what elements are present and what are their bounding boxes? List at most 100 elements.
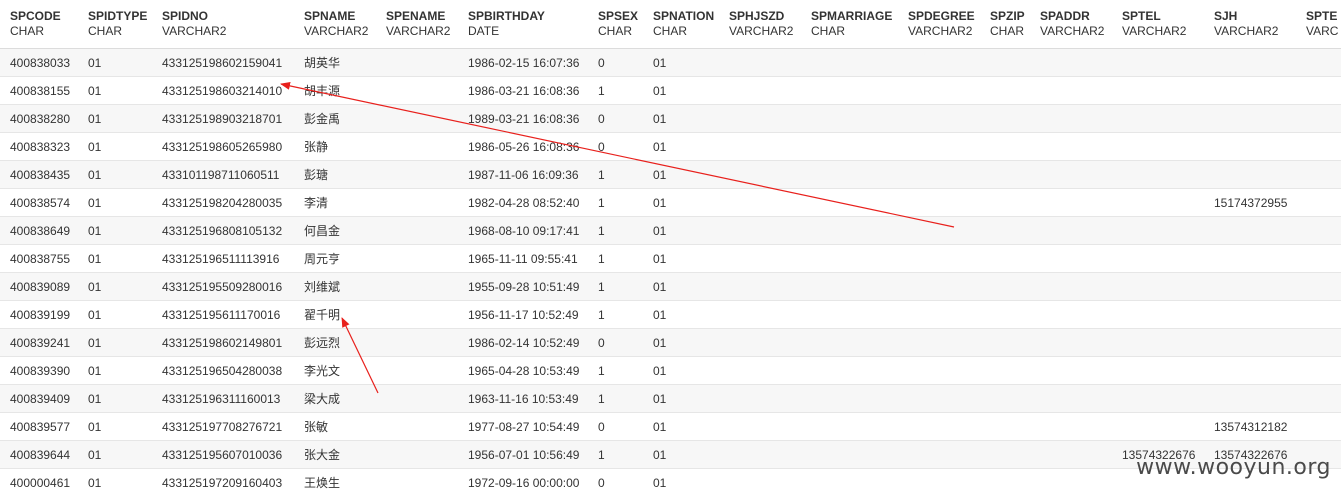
- cell-spbirthday[interactable]: 1963-11-16 10:53:49: [458, 384, 588, 413]
- cell-sptel[interactable]: [1112, 356, 1204, 385]
- cell-spname[interactable]: 李光文: [294, 356, 376, 385]
- cell-spidtype[interactable]: 01: [78, 468, 152, 496]
- cell-spname[interactable]: 胡丰源: [294, 76, 376, 105]
- cell-spbirthday[interactable]: 1986-02-15 16:07:36: [458, 48, 588, 77]
- cell-spnation[interactable]: 01: [643, 160, 719, 189]
- cell-sptel[interactable]: [1112, 244, 1204, 273]
- column-header-spaddr[interactable]: SPADDR VARCHAR2: [1030, 0, 1112, 49]
- cell-sphjszd[interactable]: [719, 468, 801, 496]
- table-row[interactable]: 400838755 01 433125196511113916 周元亨 1965-11-…: [0, 244, 1341, 273]
- cell-spsex[interactable]: 1: [588, 300, 643, 329]
- column-header-spbirthday[interactable]: SPBIRTHDAY DATE: [458, 0, 588, 49]
- cell-spidtype[interactable]: 01: [78, 356, 152, 385]
- cell-sphjszd[interactable]: [719, 76, 801, 105]
- cell-sphjszd[interactable]: [719, 160, 801, 189]
- cell-spcode[interactable]: 400838155: [0, 76, 78, 105]
- cell-spte[interactable]: [1296, 440, 1341, 469]
- cell-spidno[interactable]: 433125198602149801: [152, 328, 294, 357]
- cell-spte[interactable]: [1296, 468, 1341, 496]
- cell-sptel[interactable]: [1112, 300, 1204, 329]
- cell-spidno[interactable]: 433125195607010036: [152, 440, 294, 469]
- cell-spsex[interactable]: 1: [588, 384, 643, 413]
- table-row[interactable]: 400839241 01 433125198602149801 彭远烈 1986-02-…: [0, 328, 1341, 357]
- cell-spaddr[interactable]: [1030, 272, 1112, 301]
- cell-spbirthday[interactable]: 1982-04-28 08:52:40: [458, 188, 588, 217]
- cell-spdegree[interactable]: [898, 412, 980, 441]
- table-row[interactable]: 400839199 01 433125195611170016 翟千明 1956-11-…: [0, 300, 1341, 329]
- cell-spidno[interactable]: 433125195611170016: [152, 300, 294, 329]
- cell-spzip[interactable]: [980, 132, 1030, 161]
- cell-spename[interactable]: [376, 272, 458, 301]
- cell-spdegree[interactable]: [898, 188, 980, 217]
- cell-sptel[interactable]: [1112, 160, 1204, 189]
- cell-sptel[interactable]: [1112, 216, 1204, 245]
- cell-spdegree[interactable]: [898, 384, 980, 413]
- cell-spzip[interactable]: [980, 244, 1030, 273]
- cell-spdegree[interactable]: [898, 48, 980, 77]
- cell-spmarriage[interactable]: [801, 188, 898, 217]
- cell-spaddr[interactable]: [1030, 216, 1112, 245]
- cell-spidtype[interactable]: 01: [78, 188, 152, 217]
- cell-spidno[interactable]: 433125198602159041: [152, 48, 294, 77]
- cell-sjh[interactable]: [1204, 160, 1296, 189]
- cell-spsex[interactable]: 1: [588, 244, 643, 273]
- cell-spename[interactable]: [376, 160, 458, 189]
- column-header-spdegree[interactable]: SPDEGREE VARCHAR2: [898, 0, 980, 49]
- cell-spcode[interactable]: 400839644: [0, 440, 78, 469]
- cell-spte[interactable]: [1296, 244, 1341, 273]
- cell-spte[interactable]: [1296, 384, 1341, 413]
- column-header-spsex[interactable]: SPSEX CHAR: [588, 0, 643, 49]
- cell-spidtype[interactable]: 01: [78, 272, 152, 301]
- cell-spmarriage[interactable]: [801, 160, 898, 189]
- cell-spcode[interactable]: 400839199: [0, 300, 78, 329]
- column-header-sjh[interactable]: SJH VARCHAR2: [1204, 0, 1296, 49]
- cell-spaddr[interactable]: [1030, 412, 1112, 441]
- cell-spnation[interactable]: 01: [643, 132, 719, 161]
- cell-spename[interactable]: [376, 356, 458, 385]
- cell-sjh[interactable]: [1204, 300, 1296, 329]
- cell-spnation[interactable]: 01: [643, 384, 719, 413]
- cell-spcode[interactable]: 400839577: [0, 412, 78, 441]
- cell-sptel[interactable]: [1112, 272, 1204, 301]
- cell-spdegree[interactable]: [898, 160, 980, 189]
- cell-spdegree[interactable]: [898, 104, 980, 133]
- cell-sjh[interactable]: [1204, 216, 1296, 245]
- cell-spbirthday[interactable]: 1989-03-21 16:08:36: [458, 104, 588, 133]
- cell-spte[interactable]: [1296, 300, 1341, 329]
- cell-spename[interactable]: [376, 412, 458, 441]
- cell-spename[interactable]: [376, 468, 458, 496]
- cell-spnation[interactable]: 01: [643, 300, 719, 329]
- cell-sjh[interactable]: 15174372955: [1204, 188, 1296, 217]
- cell-spidtype[interactable]: 01: [78, 412, 152, 441]
- cell-spnation[interactable]: 01: [643, 216, 719, 245]
- cell-spaddr[interactable]: [1030, 48, 1112, 77]
- cell-spename[interactable]: [376, 48, 458, 77]
- cell-spcode[interactable]: 400838574: [0, 188, 78, 217]
- cell-spzip[interactable]: [980, 272, 1030, 301]
- column-header-spte[interactable]: SPTE VARC: [1296, 0, 1341, 49]
- cell-spidtype[interactable]: 01: [78, 216, 152, 245]
- cell-sptel[interactable]: [1112, 104, 1204, 133]
- cell-spte[interactable]: [1296, 188, 1341, 217]
- cell-spidno[interactable]: 433125196808105132: [152, 216, 294, 245]
- cell-spzip[interactable]: [980, 188, 1030, 217]
- cell-spnation[interactable]: 01: [643, 272, 719, 301]
- column-header-sptel[interactable]: SPTEL VARCHAR2: [1112, 0, 1204, 49]
- cell-spbirthday[interactable]: 1987-11-06 16:09:36: [458, 160, 588, 189]
- cell-spbirthday[interactable]: 1965-04-28 10:53:49: [458, 356, 588, 385]
- cell-spename[interactable]: [376, 216, 458, 245]
- cell-spname[interactable]: 刘维斌: [294, 272, 376, 301]
- cell-spzip[interactable]: [980, 216, 1030, 245]
- cell-spdegree[interactable]: [898, 328, 980, 357]
- cell-sjh[interactable]: [1204, 48, 1296, 77]
- cell-sptel[interactable]: 13574322676: [1112, 440, 1204, 469]
- cell-spte[interactable]: [1296, 132, 1341, 161]
- cell-spsex[interactable]: 0: [588, 104, 643, 133]
- cell-sjh[interactable]: [1204, 468, 1296, 496]
- cell-spsex[interactable]: 1: [588, 272, 643, 301]
- cell-spzip[interactable]: [980, 328, 1030, 357]
- column-header-spmarriage[interactable]: SPMARRIAGE CHAR: [801, 0, 898, 49]
- table-row[interactable]: 400839644 01 433125195607010036 张大金 1956-07-…: [0, 440, 1341, 469]
- cell-spidtype[interactable]: 01: [78, 48, 152, 77]
- cell-spdegree[interactable]: [898, 440, 980, 469]
